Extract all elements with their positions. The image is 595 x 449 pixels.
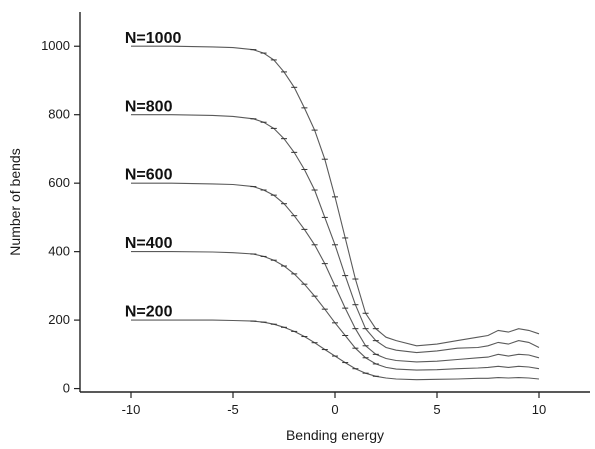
x-axis-title: Bending energy bbox=[286, 427, 384, 443]
series-label: N=200 bbox=[125, 304, 173, 321]
series-label: N=400 bbox=[125, 235, 173, 252]
y-tick-label: 400 bbox=[48, 244, 70, 259]
y-tick-label: 600 bbox=[48, 175, 70, 190]
x-tick-label: 0 bbox=[331, 402, 338, 417]
axes bbox=[79, 12, 590, 393]
series-labels: N=1000 N=800 N=600 N=400 N=200 bbox=[125, 30, 182, 321]
series-lines bbox=[131, 45, 540, 381]
axis-ticks: -10 -5 0 5 10 0 200 400 600 800 1000 bbox=[41, 38, 546, 417]
x-tick-label: 10 bbox=[532, 402, 546, 417]
x-tick-label: 5 bbox=[433, 402, 440, 417]
series-line-n-400 bbox=[131, 251, 540, 371]
series-label: N=1000 bbox=[125, 30, 182, 47]
series-line-n-200 bbox=[131, 319, 540, 381]
series-line-n-1000 bbox=[131, 45, 540, 347]
y-axis-title: Number of bends bbox=[7, 148, 23, 255]
series-line-n-800 bbox=[131, 114, 540, 354]
x-tick-label: -10 bbox=[122, 402, 141, 417]
y-tick-label: 800 bbox=[48, 107, 70, 122]
series-label: N=800 bbox=[125, 98, 173, 115]
y-tick-label: 1000 bbox=[41, 38, 70, 53]
y-tick-label: 200 bbox=[48, 312, 70, 327]
y-tick-label: 0 bbox=[63, 381, 70, 396]
x-tick-label: -5 bbox=[227, 402, 239, 417]
series-line-n-600 bbox=[131, 182, 540, 363]
series-label: N=600 bbox=[125, 167, 173, 184]
